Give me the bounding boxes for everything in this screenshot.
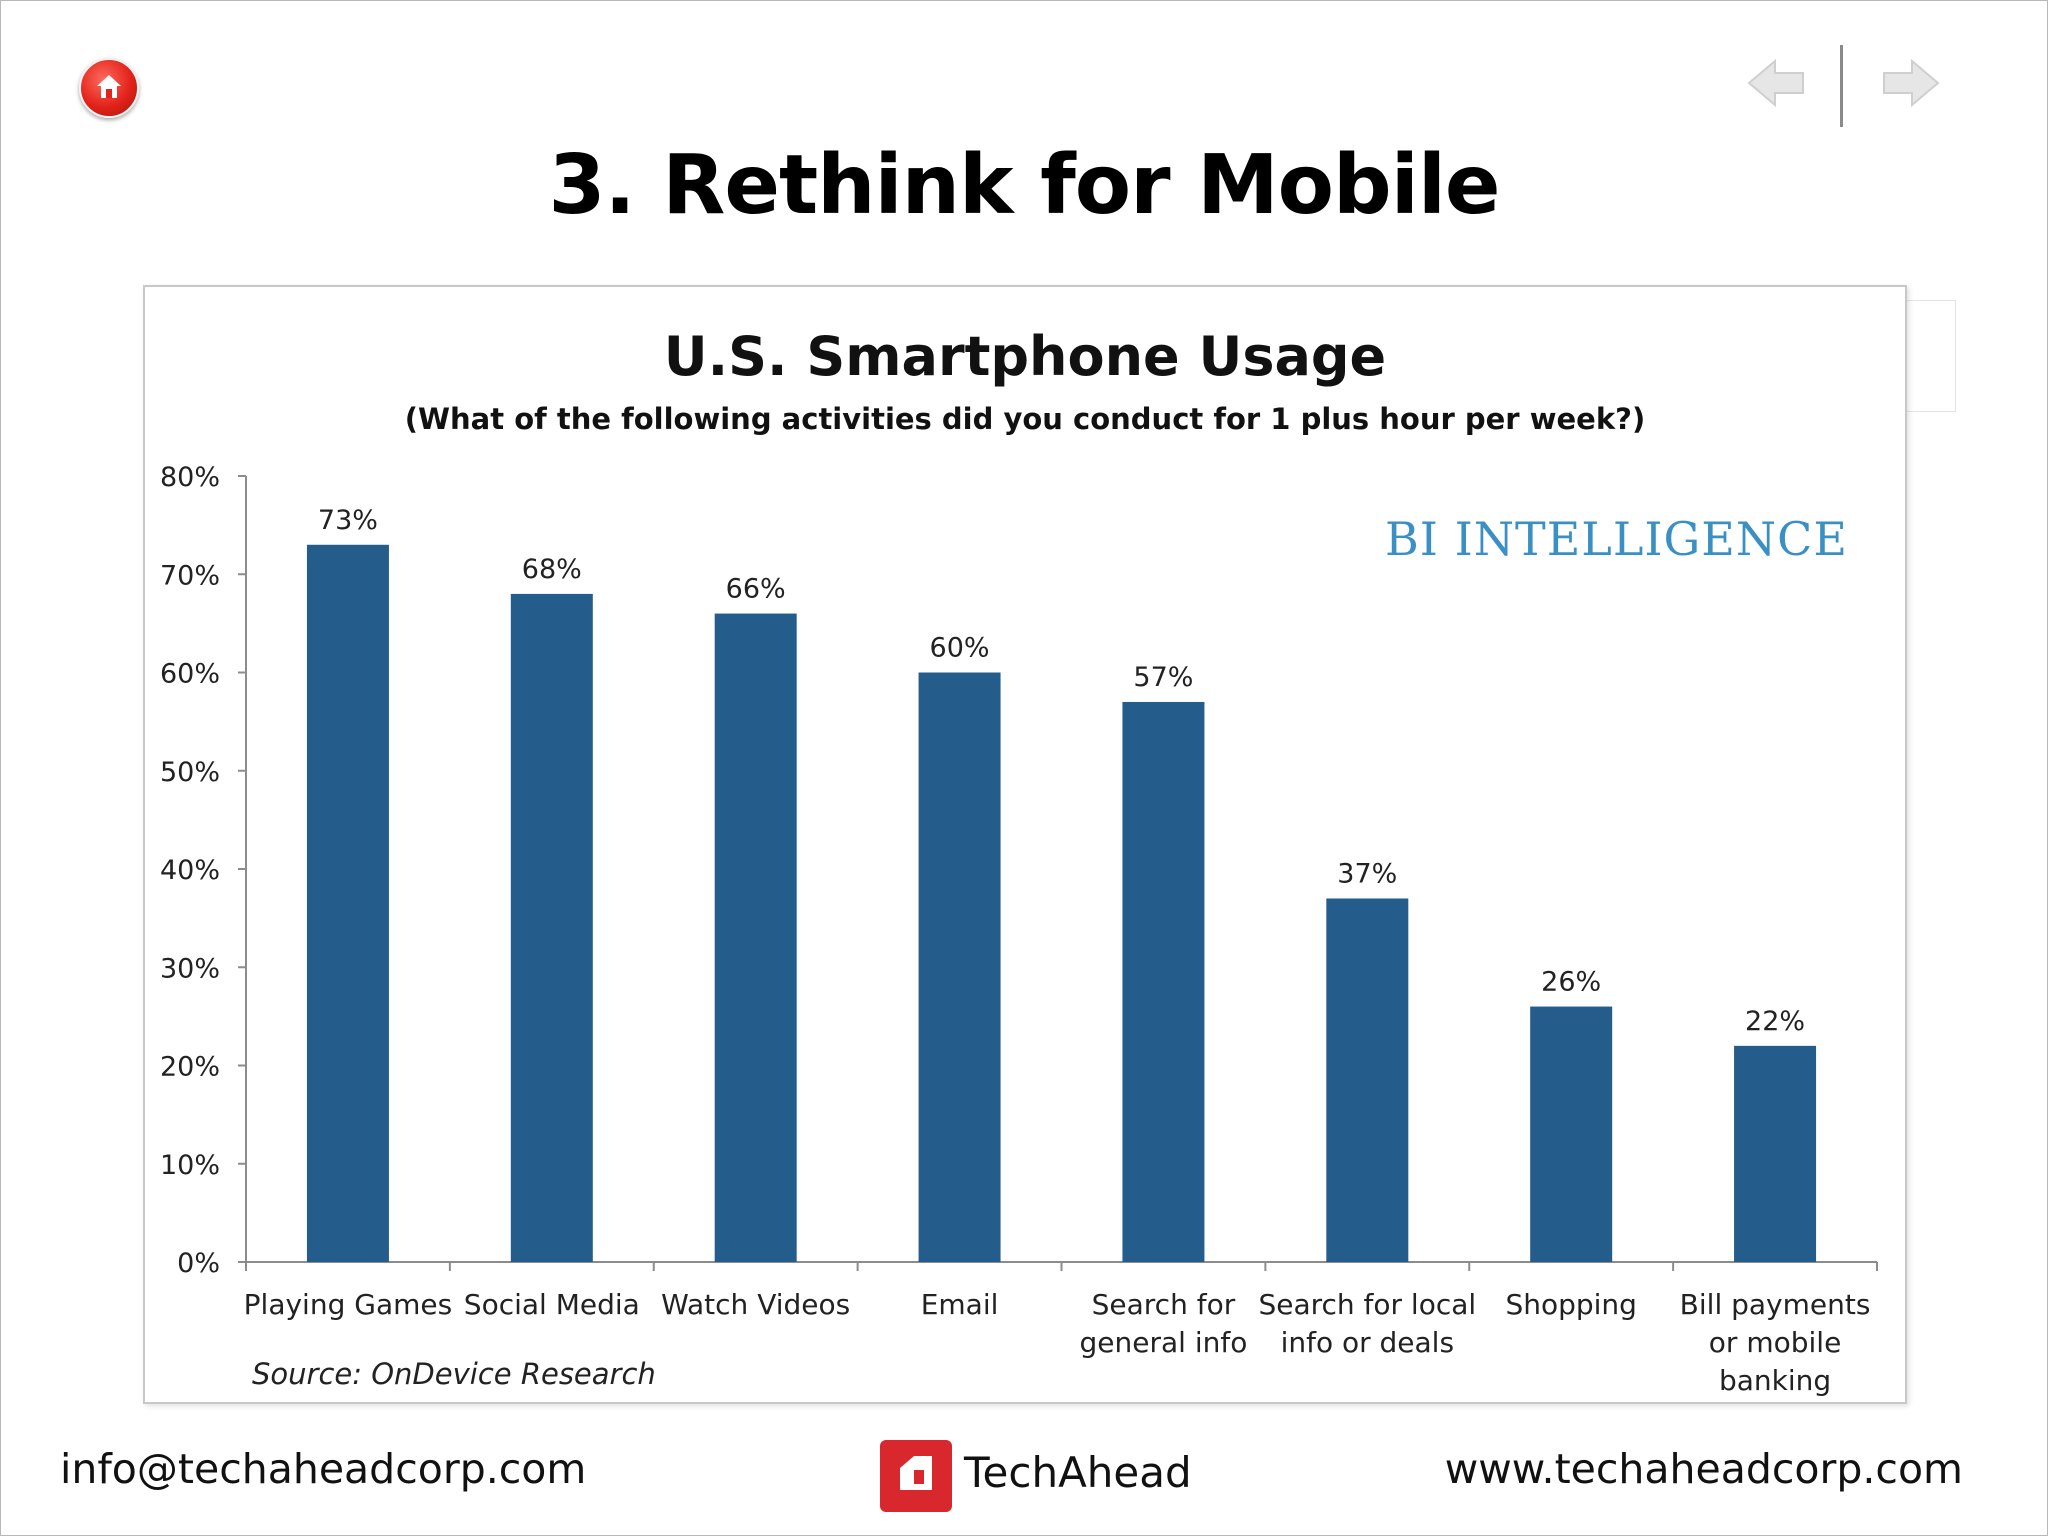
bar [306, 544, 389, 1262]
bar [714, 613, 797, 1262]
data-label: 60% [930, 633, 990, 664]
chart-panel: U.S. Smartphone Usage (What of the follo… [143, 285, 1907, 1404]
x-tick-label: Search for local [1258, 1288, 1476, 1321]
x-tick-label: Email [921, 1288, 999, 1321]
x-tick-label: Social Media [464, 1288, 640, 1321]
home-icon[interactable] [79, 58, 139, 118]
x-tick-label: info or deals [1281, 1326, 1454, 1359]
x-tick-label: general info [1080, 1326, 1248, 1359]
nav-separator [1840, 45, 1843, 127]
bar [510, 593, 593, 1262]
y-tick-label: 0% [177, 1248, 220, 1279]
y-tick-label: 80% [160, 462, 220, 493]
bar [1326, 898, 1409, 1262]
data-label: 22% [1745, 1006, 1805, 1037]
y-tick-label: 70% [160, 560, 220, 591]
bar [918, 672, 1001, 1262]
data-label: 66% [726, 574, 786, 605]
arrow-right-icon[interactable] [1880, 55, 1942, 111]
slide-title: 3. Rethink for Mobile [548, 138, 1500, 233]
y-tick-label: 60% [160, 659, 220, 690]
decorative-frame [1905, 300, 1956, 412]
x-tick-label: Bill payments [1680, 1288, 1871, 1321]
bar [1734, 1045, 1817, 1262]
data-label: 57% [1133, 662, 1193, 693]
footer-email[interactable]: info@techaheadcorp.com [60, 1445, 587, 1493]
data-label: 37% [1337, 858, 1397, 889]
data-label: 26% [1541, 967, 1601, 998]
brand-watermark: BI INTELLIGENCE [1385, 512, 1848, 566]
x-tick-label: banking [1719, 1364, 1831, 1397]
x-tick-label: Shopping [1505, 1288, 1637, 1321]
chart-source: Source: OnDevice Research [252, 1357, 656, 1391]
arrow-left-icon[interactable] [1745, 55, 1807, 111]
data-label: 68% [522, 554, 582, 585]
y-tick-label: 50% [160, 757, 220, 788]
bar-chart: 0% 10% 20% 30% 40% 50% 60% 70% 80% 73% Playing Gam… [160, 462, 1878, 1397]
chart-subtitle: (What of the following activities did yo… [404, 402, 1646, 436]
bar [1122, 701, 1205, 1262]
y-tick-label: 10% [160, 1150, 220, 1181]
x-tick-label: Search for [1092, 1288, 1236, 1321]
bar [1530, 1006, 1613, 1262]
x-tick-label: Watch Videos [661, 1288, 850, 1321]
footer-website[interactable]: www.techaheadcorp.com [1444, 1445, 1963, 1493]
footer-brand: TechAhead [964, 1448, 1192, 1497]
x-tick-label: Playing Games [244, 1288, 453, 1321]
data-label: 73% [318, 505, 378, 536]
y-tick-label: 40% [160, 855, 220, 886]
chart-title: U.S. Smartphone Usage [663, 325, 1387, 388]
y-tick-label: 20% [160, 1052, 220, 1083]
x-tick-label: or mobile [1709, 1326, 1842, 1359]
techahead-logo-icon [880, 1440, 952, 1512]
y-tick-label: 30% [160, 953, 220, 984]
